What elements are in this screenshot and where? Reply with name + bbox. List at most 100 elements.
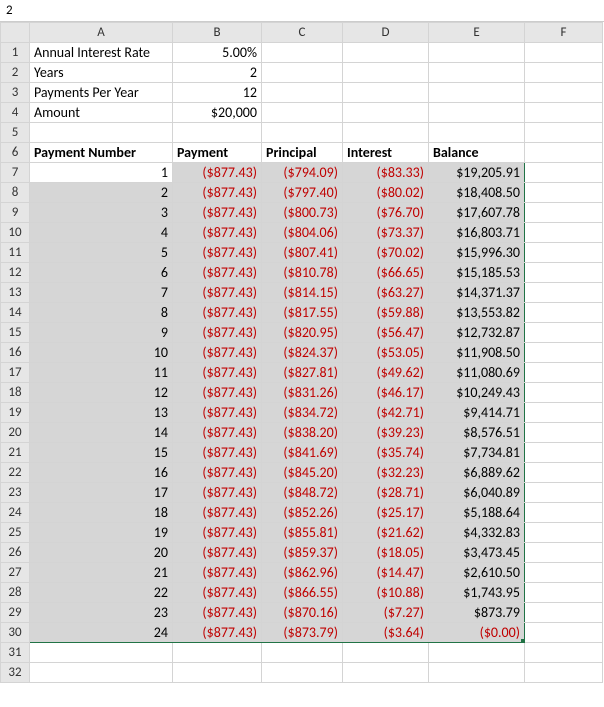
cell-E27[interactable]: $2,610.50 <box>429 563 525 583</box>
cell-D1[interactable] <box>343 43 429 63</box>
row-header-8[interactable]: 8 <box>1 183 30 203</box>
header-B[interactable]: Payment <box>173 143 262 163</box>
row-header-16[interactable]: 16 <box>1 343 30 363</box>
cell-F20[interactable] <box>525 423 603 443</box>
cell-D8[interactable]: ($80.02) <box>343 183 429 203</box>
cell-F13[interactable] <box>525 283 603 303</box>
cell-D24[interactable]: ($25.17) <box>343 503 429 523</box>
cell-E32[interactable] <box>429 663 525 683</box>
cell-A27[interactable]: 21 <box>30 563 173 583</box>
cell-C17[interactable]: ($827.81) <box>262 363 343 383</box>
cell-C28[interactable]: ($866.55) <box>262 583 343 603</box>
cell-F23[interactable] <box>525 483 603 503</box>
cell-E22[interactable]: $6,889.62 <box>429 463 525 483</box>
cell-D20[interactable]: ($39.23) <box>343 423 429 443</box>
cell-D22[interactable]: ($32.23) <box>343 463 429 483</box>
row-header-23[interactable]: 23 <box>1 483 30 503</box>
cell-C31[interactable] <box>262 643 343 663</box>
cell-F25[interactable] <box>525 523 603 543</box>
cell-A31[interactable] <box>30 643 173 663</box>
cell-D25[interactable]: ($21.62) <box>343 523 429 543</box>
cell-D23[interactable]: ($28.71) <box>343 483 429 503</box>
cell-A11[interactable]: 5 <box>30 243 173 263</box>
cell-B31[interactable] <box>173 643 262 663</box>
cell-D3[interactable] <box>343 83 429 103</box>
cell-D7[interactable]: ($83.33) <box>343 163 429 183</box>
cell-B24[interactable]: ($877.43) <box>173 503 262 523</box>
cell-D19[interactable]: ($42.71) <box>343 403 429 423</box>
cell-A7[interactable]: 1 <box>30 163 173 183</box>
cell-E21[interactable]: $7,734.81 <box>429 443 525 463</box>
header-E[interactable]: Balance <box>429 143 525 163</box>
cell-C11[interactable]: ($807.41) <box>262 243 343 263</box>
cell-E2[interactable] <box>429 63 525 83</box>
cell-D32[interactable] <box>343 663 429 683</box>
cell-A25[interactable]: 19 <box>30 523 173 543</box>
row-header-22[interactable]: 22 <box>1 463 30 483</box>
cell-A30[interactable]: 24 <box>30 623 173 643</box>
cell-A18[interactable]: 12 <box>30 383 173 403</box>
cell-C7[interactable]: ($794.09) <box>262 163 343 183</box>
cell-C8[interactable]: ($797.40) <box>262 183 343 203</box>
cell-E17[interactable]: $11,080.69 <box>429 363 525 383</box>
cell-B22[interactable]: ($877.43) <box>173 463 262 483</box>
cell-A3[interactable]: Payments Per Year <box>30 83 173 103</box>
cell-F27[interactable] <box>525 563 603 583</box>
cell-D30[interactable]: ($3.64) <box>343 623 429 643</box>
cell-F15[interactable] <box>525 323 603 343</box>
cell-E30[interactable]: ($0.00)+ <box>429 623 525 643</box>
cell-B26[interactable]: ($877.43) <box>173 543 262 563</box>
cell-F30[interactable] <box>525 623 603 643</box>
cell-D28[interactable]: ($10.88) <box>343 583 429 603</box>
cell-E12[interactable]: $15,185.53 <box>429 263 525 283</box>
cell-A23[interactable]: 17 <box>30 483 173 503</box>
row-header-21[interactable]: 21 <box>1 443 30 463</box>
cell-A26[interactable]: 20 <box>30 543 173 563</box>
cell-D9[interactable]: ($76.70) <box>343 203 429 223</box>
cell-A9[interactable]: 3 <box>30 203 173 223</box>
cell-A22[interactable]: 16 <box>30 463 173 483</box>
cell-C16[interactable]: ($824.37) <box>262 343 343 363</box>
cell-E29[interactable]: $873.79 <box>429 603 525 623</box>
cell-C4[interactable] <box>262 103 343 123</box>
cell-D4[interactable] <box>343 103 429 123</box>
cell-A2[interactable]: Years <box>30 63 173 83</box>
cell-C12[interactable]: ($810.78) <box>262 263 343 283</box>
cell-F21[interactable] <box>525 443 603 463</box>
col-header-A[interactable]: A <box>30 23 173 43</box>
cell-F5[interactable] <box>525 123 603 143</box>
row-header-30[interactable]: 30 <box>1 623 30 643</box>
col-header-corner[interactable] <box>1 23 30 43</box>
cell-F14[interactable] <box>525 303 603 323</box>
cell-B14[interactable]: ($877.43) <box>173 303 262 323</box>
row-header-24[interactable]: 24 <box>1 503 30 523</box>
cell-B11[interactable]: ($877.43) <box>173 243 262 263</box>
cell-E28[interactable]: $1,743.95 <box>429 583 525 603</box>
row-header-13[interactable]: 13 <box>1 283 30 303</box>
cell-A4[interactable]: Amount <box>30 103 173 123</box>
col-header-D[interactable]: D <box>343 23 429 43</box>
cell-D15[interactable]: ($56.47) <box>343 323 429 343</box>
row-header-10[interactable]: 10 <box>1 223 30 243</box>
cell-C14[interactable]: ($817.55) <box>262 303 343 323</box>
row-header-4[interactable]: 4 <box>1 103 30 123</box>
cell-F2[interactable] <box>525 63 603 83</box>
cell-B30[interactable]: ($877.43) <box>173 623 262 643</box>
cell-F18[interactable] <box>525 383 603 403</box>
cell-F7[interactable] <box>525 163 603 183</box>
cell-D21[interactable]: ($35.74) <box>343 443 429 463</box>
cell-B18[interactable]: ($877.43) <box>173 383 262 403</box>
cell-C3[interactable] <box>262 83 343 103</box>
cell-C21[interactable]: ($841.69) <box>262 443 343 463</box>
cell-B4[interactable]: $20,000 <box>173 103 262 123</box>
cell-E9[interactable]: $17,607.78 <box>429 203 525 223</box>
cell-D5[interactable] <box>343 123 429 143</box>
cell-B29[interactable]: ($877.43) <box>173 603 262 623</box>
cell-B9[interactable]: ($877.43) <box>173 203 262 223</box>
cell-D16[interactable]: ($53.05) <box>343 343 429 363</box>
header-C[interactable]: Principal <box>262 143 343 163</box>
cell-B10[interactable]: ($877.43) <box>173 223 262 243</box>
cell-F4[interactable] <box>525 103 603 123</box>
cell-E1[interactable] <box>429 43 525 63</box>
row-header-12[interactable]: 12 <box>1 263 30 283</box>
